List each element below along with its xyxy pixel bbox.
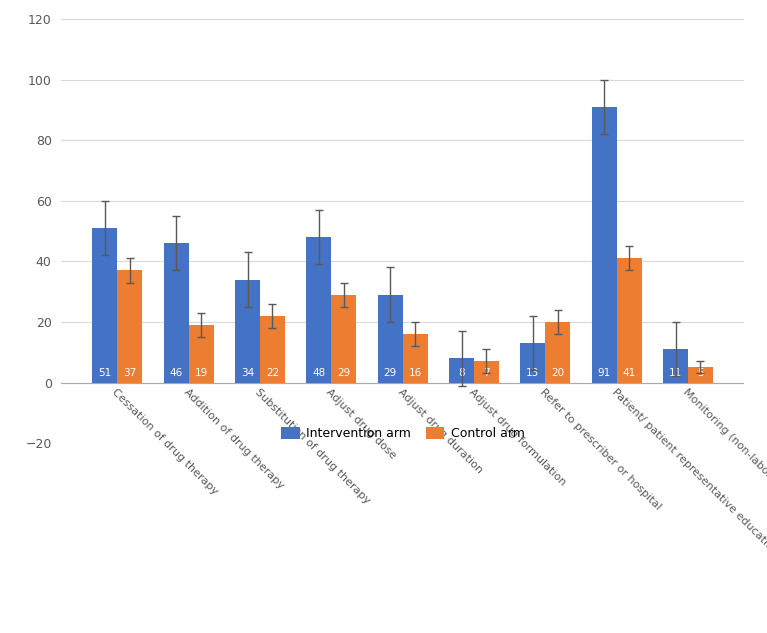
Legend: Intervention arm, Control arm: Intervention arm, Control arm <box>276 422 529 446</box>
Text: 37: 37 <box>123 368 137 378</box>
Bar <box>663 349 688 382</box>
Text: 41: 41 <box>623 368 636 378</box>
Text: 13: 13 <box>526 368 539 378</box>
Text: Monitoring (non-laboratory & laboratory): Monitoring (non-laboratory & laboratory) <box>681 387 767 555</box>
Bar <box>163 243 189 382</box>
Bar <box>545 322 571 382</box>
Text: 16: 16 <box>409 368 422 378</box>
Text: 8: 8 <box>458 368 465 378</box>
Text: 34: 34 <box>241 368 254 378</box>
Text: Substitution of drug therapy: Substitution of drug therapy <box>253 387 372 506</box>
Text: Patient/ patient representative education: Patient/ patient representative educatio… <box>610 387 767 557</box>
Bar <box>617 258 642 382</box>
Text: Adjust drug duration: Adjust drug duration <box>396 387 484 475</box>
Text: 29: 29 <box>384 368 397 378</box>
Bar <box>92 228 117 382</box>
Text: Adjust drug formulation: Adjust drug formulation <box>467 387 568 488</box>
Bar <box>403 334 428 382</box>
Text: 29: 29 <box>337 368 351 378</box>
Text: 19: 19 <box>195 368 208 378</box>
Text: Refer to prescriber or hospital: Refer to prescriber or hospital <box>538 387 663 512</box>
Text: Addition of drug therapy: Addition of drug therapy <box>182 387 285 491</box>
Bar <box>260 316 285 382</box>
Text: Cessation of drug therapy: Cessation of drug therapy <box>110 387 220 497</box>
Bar <box>235 280 260 382</box>
Bar <box>117 270 143 382</box>
Text: 51: 51 <box>98 368 111 378</box>
Bar <box>377 295 403 382</box>
Bar <box>449 358 474 382</box>
Text: 48: 48 <box>312 368 325 378</box>
Text: 20: 20 <box>551 368 565 378</box>
Text: 91: 91 <box>597 368 611 378</box>
Text: 11: 11 <box>669 368 682 378</box>
Bar <box>306 237 331 382</box>
Text: 46: 46 <box>170 368 183 378</box>
Text: 5: 5 <box>697 368 704 378</box>
Bar <box>474 361 499 382</box>
Text: Adjust drug dose: Adjust drug dose <box>324 387 398 461</box>
Text: 22: 22 <box>266 368 279 378</box>
Bar <box>688 367 713 382</box>
Bar <box>189 325 214 382</box>
Text: 7: 7 <box>483 368 490 378</box>
Bar <box>331 295 357 382</box>
Bar <box>591 107 617 382</box>
Bar <box>520 343 545 382</box>
